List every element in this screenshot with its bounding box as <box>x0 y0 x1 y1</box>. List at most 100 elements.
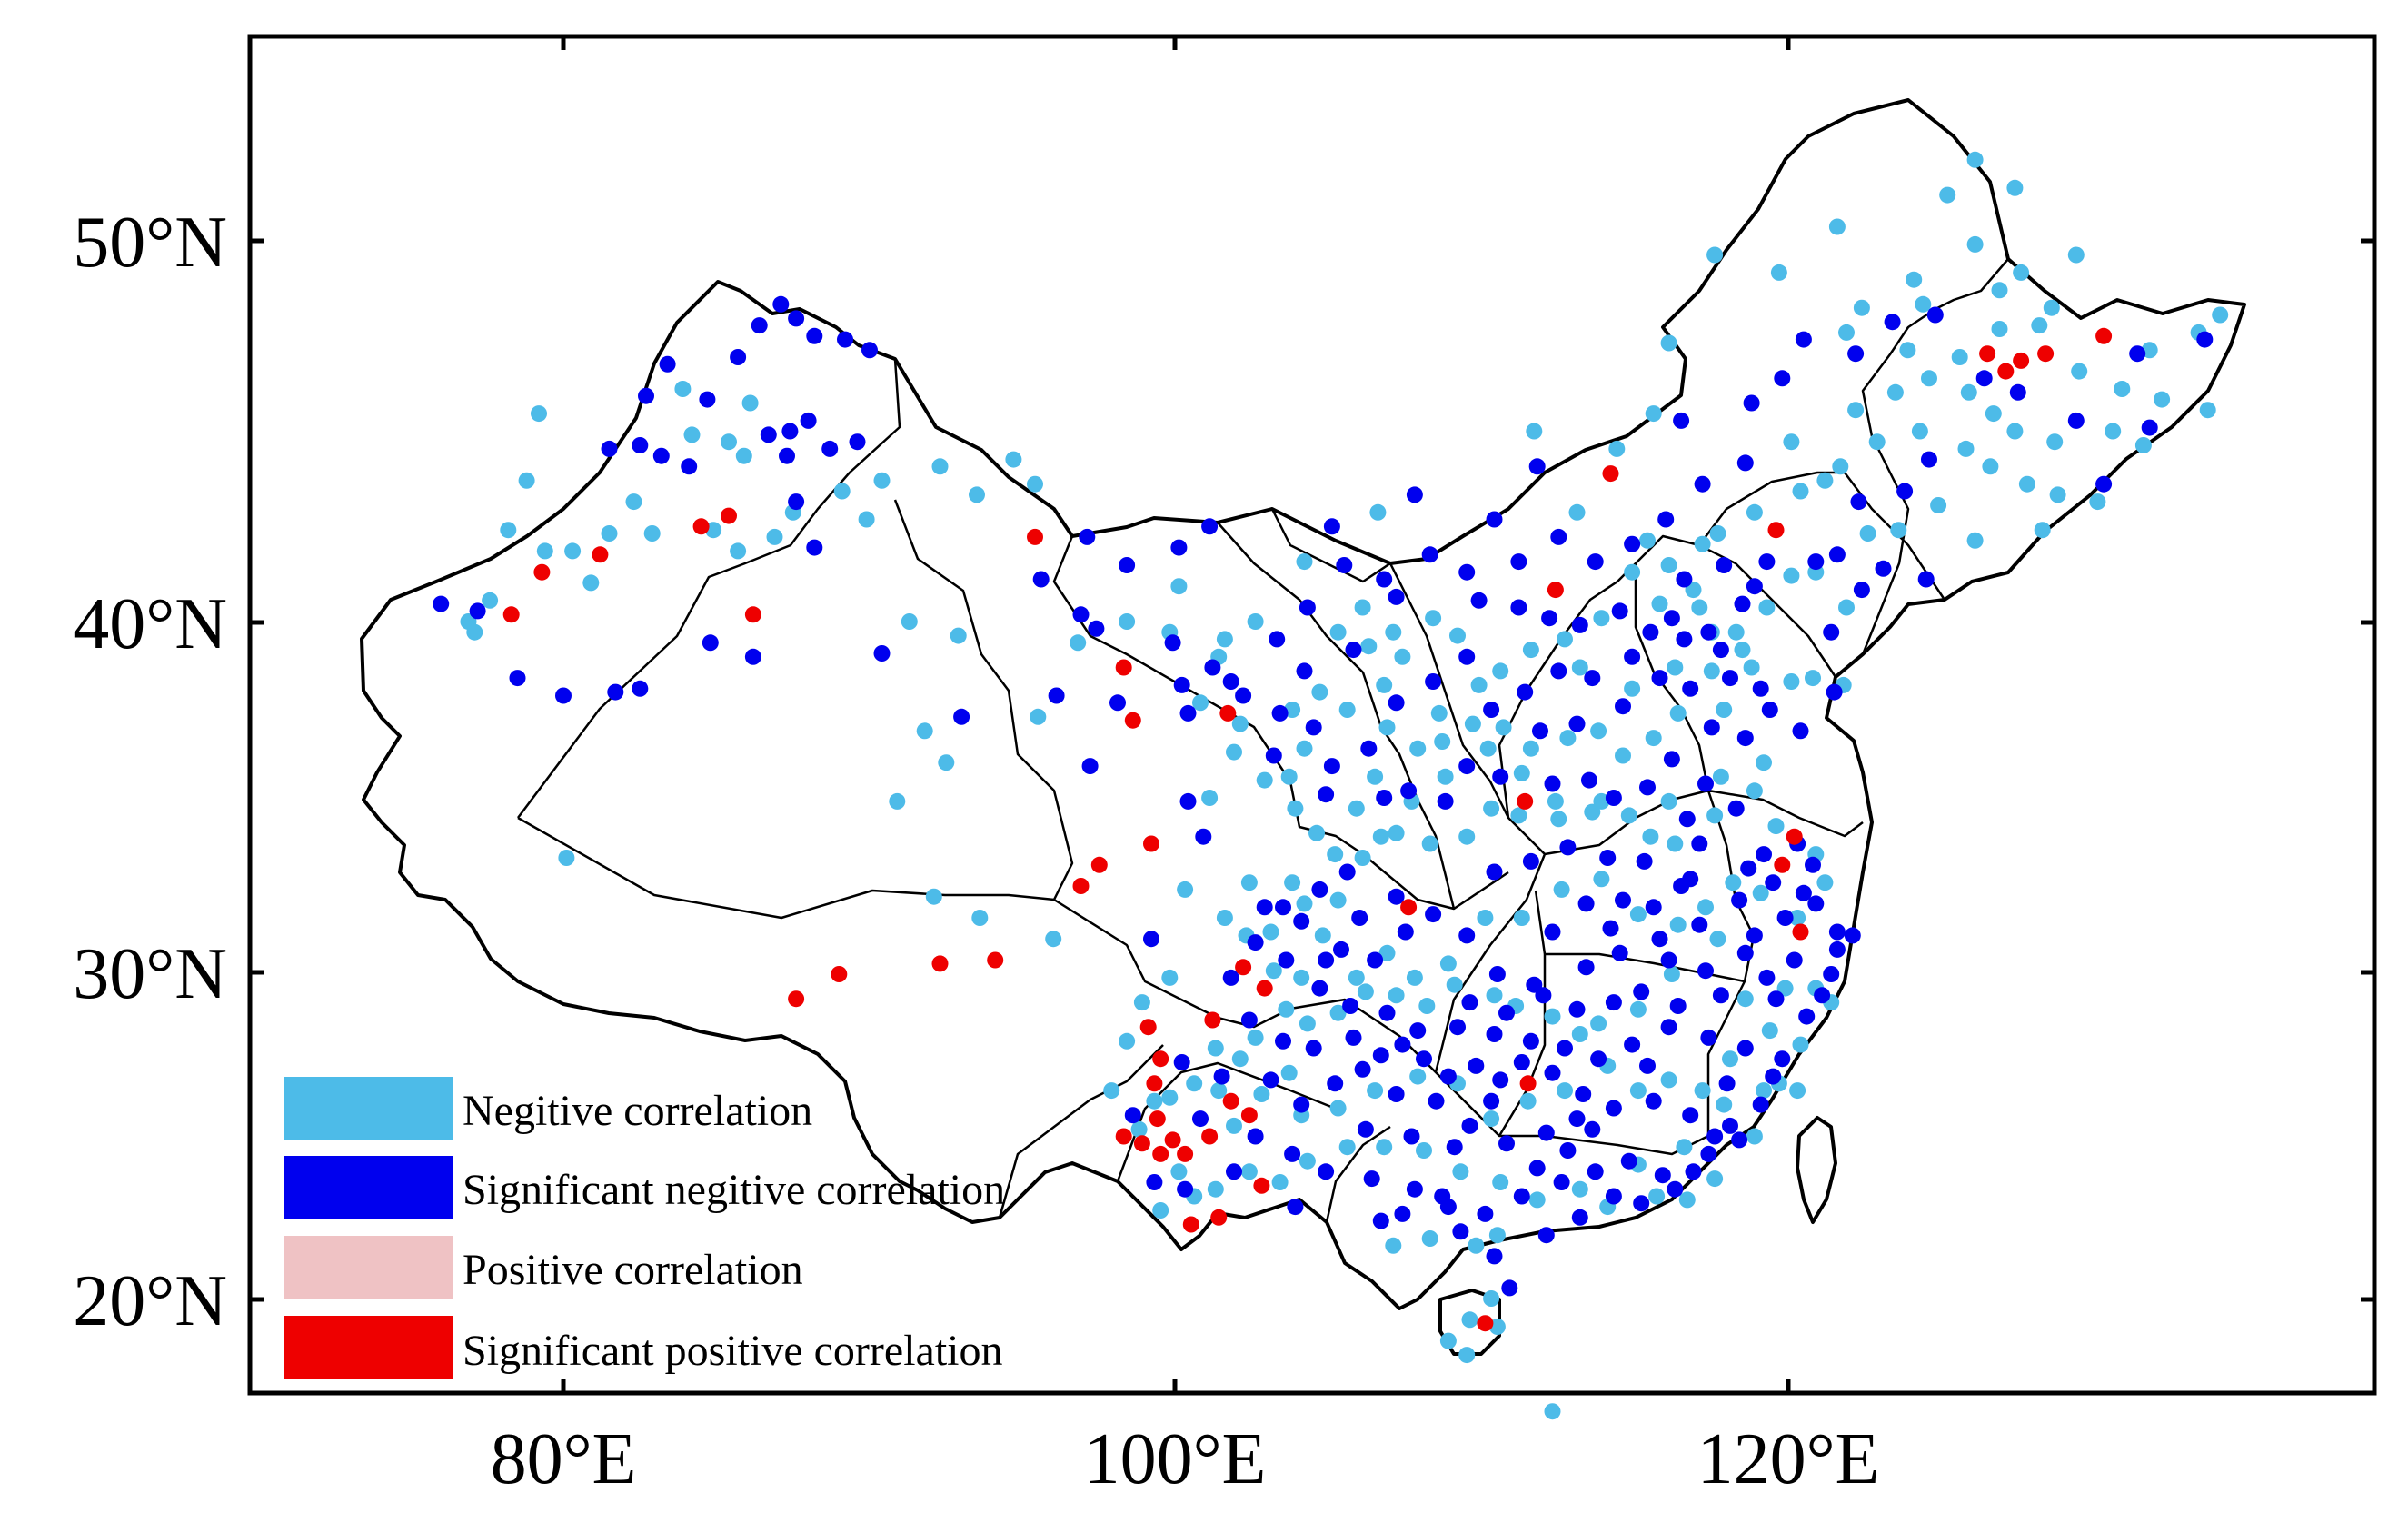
station-point-sneg <box>1639 1057 1656 1074</box>
station-point-sneg <box>1372 1047 1389 1064</box>
station-point-neg <box>1746 1128 1763 1145</box>
station-point-neg <box>1177 881 1194 898</box>
station-point-sneg <box>1537 1227 1555 1244</box>
legend-label-negative: Negitive correlation <box>463 1087 812 1135</box>
station-point-sneg <box>1428 1092 1445 1110</box>
station-point-sneg <box>873 645 891 662</box>
station-point-sneg <box>1736 730 1754 747</box>
station-point-sneg <box>1828 923 1846 941</box>
station-point-sneg <box>632 437 649 453</box>
station-point-sneg <box>1192 1110 1209 1128</box>
station-point-sneg <box>1278 951 1295 969</box>
station-point-sneg <box>779 447 795 464</box>
station-point-neg <box>2105 423 2122 440</box>
station-point-sneg <box>1615 698 1631 715</box>
station-point-sneg <box>1537 1124 1555 1141</box>
station-point-sneg <box>2196 331 2214 348</box>
station-point-neg <box>1756 754 1772 771</box>
station-point-spos <box>1201 1128 1219 1145</box>
station-point-sneg <box>1758 553 1776 571</box>
station-point-spos <box>1149 1110 1166 1128</box>
station-point-sneg <box>1795 884 1812 901</box>
station-point-sneg <box>1667 1180 1684 1198</box>
station-point-neg <box>500 522 517 539</box>
station-point-spos <box>1143 835 1159 852</box>
station-point-sneg <box>1477 1205 1494 1222</box>
station-point-sneg <box>1222 673 1239 690</box>
station-point-neg <box>1434 733 1451 750</box>
station-point-neg <box>1966 235 1984 253</box>
station-point-sneg <box>1195 828 1212 845</box>
station-point-neg <box>916 722 933 740</box>
station-point-neg <box>1479 740 1497 757</box>
station-point-neg <box>1367 1082 1384 1100</box>
station-point-neg <box>1296 740 1313 757</box>
station-point-neg <box>1247 613 1264 630</box>
station-point-neg <box>2114 381 2131 397</box>
station-point-sneg <box>1517 683 1534 701</box>
station-point-sneg <box>1605 790 1622 806</box>
station-point-sneg <box>1645 899 1662 916</box>
station-point-neg <box>1338 702 1356 718</box>
station-point-sneg <box>1814 987 1831 1004</box>
station-point-neg <box>1966 151 1984 168</box>
station-point-neg <box>1593 792 1610 810</box>
station-point-sneg <box>1571 616 1588 633</box>
station-point-sneg <box>1774 370 1791 387</box>
station-point-sneg <box>1685 1163 1702 1180</box>
station-point-spos <box>1240 1107 1258 1124</box>
station-point-neg <box>2089 493 2106 511</box>
station-point-sneg <box>1461 1117 1478 1134</box>
station-point-sneg <box>1712 987 1729 1004</box>
station-point-sneg <box>1522 1032 1539 1050</box>
station-point-neg <box>1629 1082 1647 1100</box>
station-point-neg <box>1756 1082 1772 1100</box>
station-point-neg <box>1152 1202 1169 1219</box>
station-point-neg <box>1470 676 1488 693</box>
station-point-neg <box>1240 874 1258 891</box>
station-point-neg <box>1816 472 1834 489</box>
station-point-sneg <box>806 327 823 344</box>
station-point-neg <box>1706 807 1724 824</box>
station-point-sneg <box>1700 1029 1717 1046</box>
station-point-sneg <box>1072 606 1090 623</box>
station-point-sneg <box>1513 1054 1530 1070</box>
station-point-sneg <box>1416 1050 1432 1068</box>
legend-label-significant-negative: Significant negitive correlation <box>463 1166 1005 1214</box>
station-point-sneg <box>1434 1188 1451 1205</box>
station-point-neg <box>1492 662 1509 680</box>
station-point-spos <box>1027 528 1043 545</box>
station-point-neg <box>1890 522 1907 539</box>
station-point-spos <box>1204 1011 1221 1029</box>
station-point-neg <box>2134 437 2152 453</box>
station-point-sneg <box>1367 951 1384 969</box>
station-point-neg <box>1590 1015 1607 1032</box>
station-point-neg <box>1329 1100 1347 1117</box>
station-point-sneg <box>1336 557 1353 573</box>
station-point-neg <box>1253 1086 1270 1102</box>
station-point-sneg <box>1357 1120 1374 1138</box>
station-point-neg <box>1722 1050 1738 1068</box>
station-point-sneg <box>1449 1019 1466 1036</box>
station-point-sneg <box>1853 582 1870 599</box>
station-point-sneg <box>1624 535 1641 552</box>
station-point-sneg <box>1351 910 1368 926</box>
station-point-neg <box>1584 803 1601 821</box>
station-point-neg <box>1767 818 1785 835</box>
station-point-sneg <box>1559 839 1577 856</box>
station-point-sneg <box>806 539 823 556</box>
station-point-sneg <box>1805 856 1821 873</box>
station-point-sneg <box>1492 1071 1509 1089</box>
station-point-neg <box>1547 792 1564 810</box>
station-point-sneg <box>1550 528 1567 545</box>
station-point-neg <box>1492 1174 1509 1190</box>
station-point-sneg <box>1256 899 1273 916</box>
station-point-neg <box>1278 1000 1295 1018</box>
station-point-neg <box>1828 218 1846 235</box>
station-point-sneg <box>1639 779 1656 796</box>
station-point-sneg <box>1706 1128 1724 1145</box>
station-point-sneg <box>681 458 698 475</box>
station-point-sneg <box>1776 910 1794 926</box>
station-point-neg <box>1544 1403 1561 1420</box>
station-point-sneg <box>1544 775 1561 792</box>
